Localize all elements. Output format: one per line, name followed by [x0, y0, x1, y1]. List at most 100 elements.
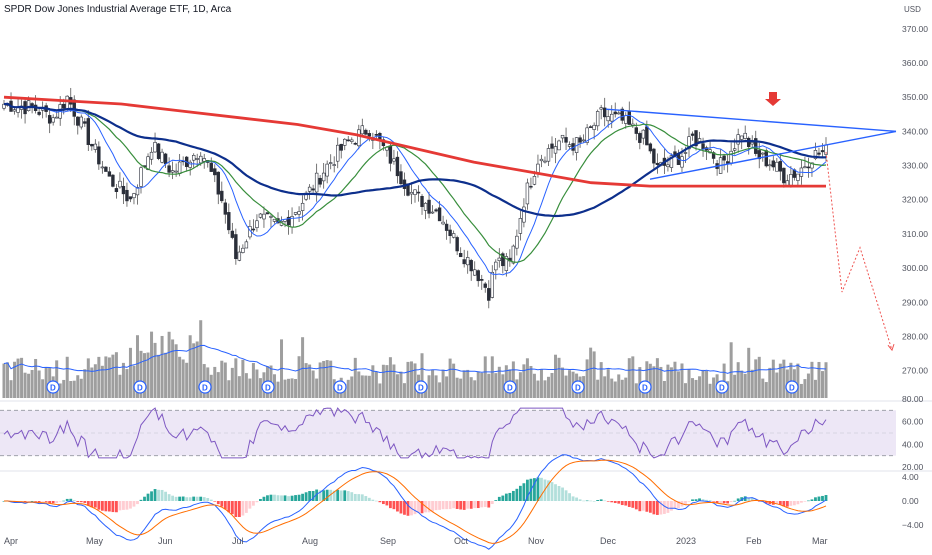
macd-hist-bar [708, 500, 712, 501]
candle-body [153, 142, 157, 153]
volume-bar [100, 365, 104, 398]
ma-50-line [3, 102, 827, 218]
macd-hist-bar [406, 501, 410, 516]
candle-body [480, 279, 484, 281]
macd-hist-bar [185, 497, 189, 501]
macd-hist-bar [27, 501, 30, 502]
volume-bar [178, 356, 182, 398]
volume-bar [157, 354, 161, 398]
macd-hist-bar [374, 500, 378, 502]
macd-hist-bar [501, 495, 505, 501]
macd-hist-bar [599, 499, 603, 501]
macd-hist-bar [167, 494, 171, 501]
candle-body [810, 162, 814, 169]
candle-body [617, 112, 621, 115]
candle-body [775, 161, 779, 172]
volume-bar [234, 358, 238, 398]
macd-hist-bar [353, 493, 357, 501]
price-axis-label: USD [904, 5, 921, 14]
macd-hist-bar [111, 501, 115, 513]
volume-bar [160, 335, 164, 398]
volume-bar [13, 361, 17, 398]
candle-body [648, 143, 653, 152]
macd-hist-bar [241, 501, 245, 516]
x-axis-label: Mar [812, 536, 828, 546]
volume-bar [585, 359, 589, 398]
candle-body [188, 161, 192, 168]
macd-hist-bar [677, 501, 680, 509]
macd-hist-bar [652, 501, 656, 515]
volume-bar [399, 371, 403, 398]
candle-body [216, 171, 220, 195]
x-axis-label: Oct [454, 536, 469, 546]
volume-bar [199, 320, 203, 398]
candle-body [592, 124, 596, 130]
volume-bar [441, 369, 445, 398]
volume-bar [294, 379, 298, 398]
volume-bar [20, 357, 24, 398]
candle-body [336, 144, 340, 162]
volume-bar [824, 362, 828, 398]
volume-bar [30, 369, 34, 398]
dividend-marker-icon [198, 380, 212, 394]
macd-hist-bar [297, 494, 301, 501]
price-tick-label: 270.00 [902, 366, 928, 376]
macd-hist-bar [248, 501, 252, 509]
volume-bar [311, 370, 315, 398]
macd-hist-bar [255, 501, 259, 503]
macd-hist-bar [778, 501, 782, 505]
macd-hist-bar [107, 501, 111, 512]
volume-bar [111, 354, 115, 398]
candle-body [160, 151, 164, 163]
macd-hist-bar [360, 494, 364, 501]
price-tick-label: 350.00 [902, 92, 928, 102]
volume-bar [185, 362, 189, 398]
candle-body [265, 212, 270, 215]
macd-hist-bar [417, 501, 420, 513]
macd-hist-bar [122, 501, 125, 510]
macd-hist-bar [48, 501, 52, 504]
macd-hist-bar [712, 501, 715, 502]
candle-body [501, 253, 505, 267]
macd-hist-bar [814, 497, 817, 501]
candle-body [367, 133, 372, 137]
volume-bar [192, 343, 196, 398]
volume-bar [406, 361, 410, 398]
candle-body [128, 196, 133, 200]
macd-hist-bar [494, 500, 498, 501]
volume-bar [518, 372, 522, 398]
volume-bar [448, 358, 452, 398]
volume-bar [34, 358, 38, 398]
candle-body [62, 103, 66, 109]
rsi-line [3, 407, 827, 459]
macd-hist-bar [694, 499, 698, 501]
macd-hist-bar [378, 501, 382, 503]
volume-bar [258, 378, 262, 398]
candle-body [490, 271, 494, 298]
volume-bar [669, 367, 673, 398]
candle-body [300, 202, 305, 211]
trendline-lower [649, 130, 897, 180]
volume-bar [522, 364, 526, 398]
macd-hist-bar [641, 501, 645, 511]
volume-bar [9, 380, 13, 398]
candle-body [343, 138, 347, 146]
volume-bar [525, 358, 529, 398]
candle-body [170, 170, 175, 173]
volume-bar [146, 352, 150, 398]
dividend-marker-icon [715, 380, 729, 394]
volume-bar [420, 353, 424, 398]
macd-tick-label: −4.00 [902, 520, 924, 530]
macd-hist-bar [733, 500, 737, 502]
candle-body [47, 115, 52, 124]
dividend-marker-icon [571, 380, 585, 394]
price-tick-label: 340.00 [902, 126, 928, 136]
candle-body [241, 247, 245, 253]
candle-body [729, 150, 733, 164]
candle-body [613, 111, 617, 115]
candle-body [79, 116, 83, 128]
volume-bar [490, 356, 494, 398]
candle-body [557, 140, 561, 151]
down-arrow-icon [765, 92, 781, 106]
